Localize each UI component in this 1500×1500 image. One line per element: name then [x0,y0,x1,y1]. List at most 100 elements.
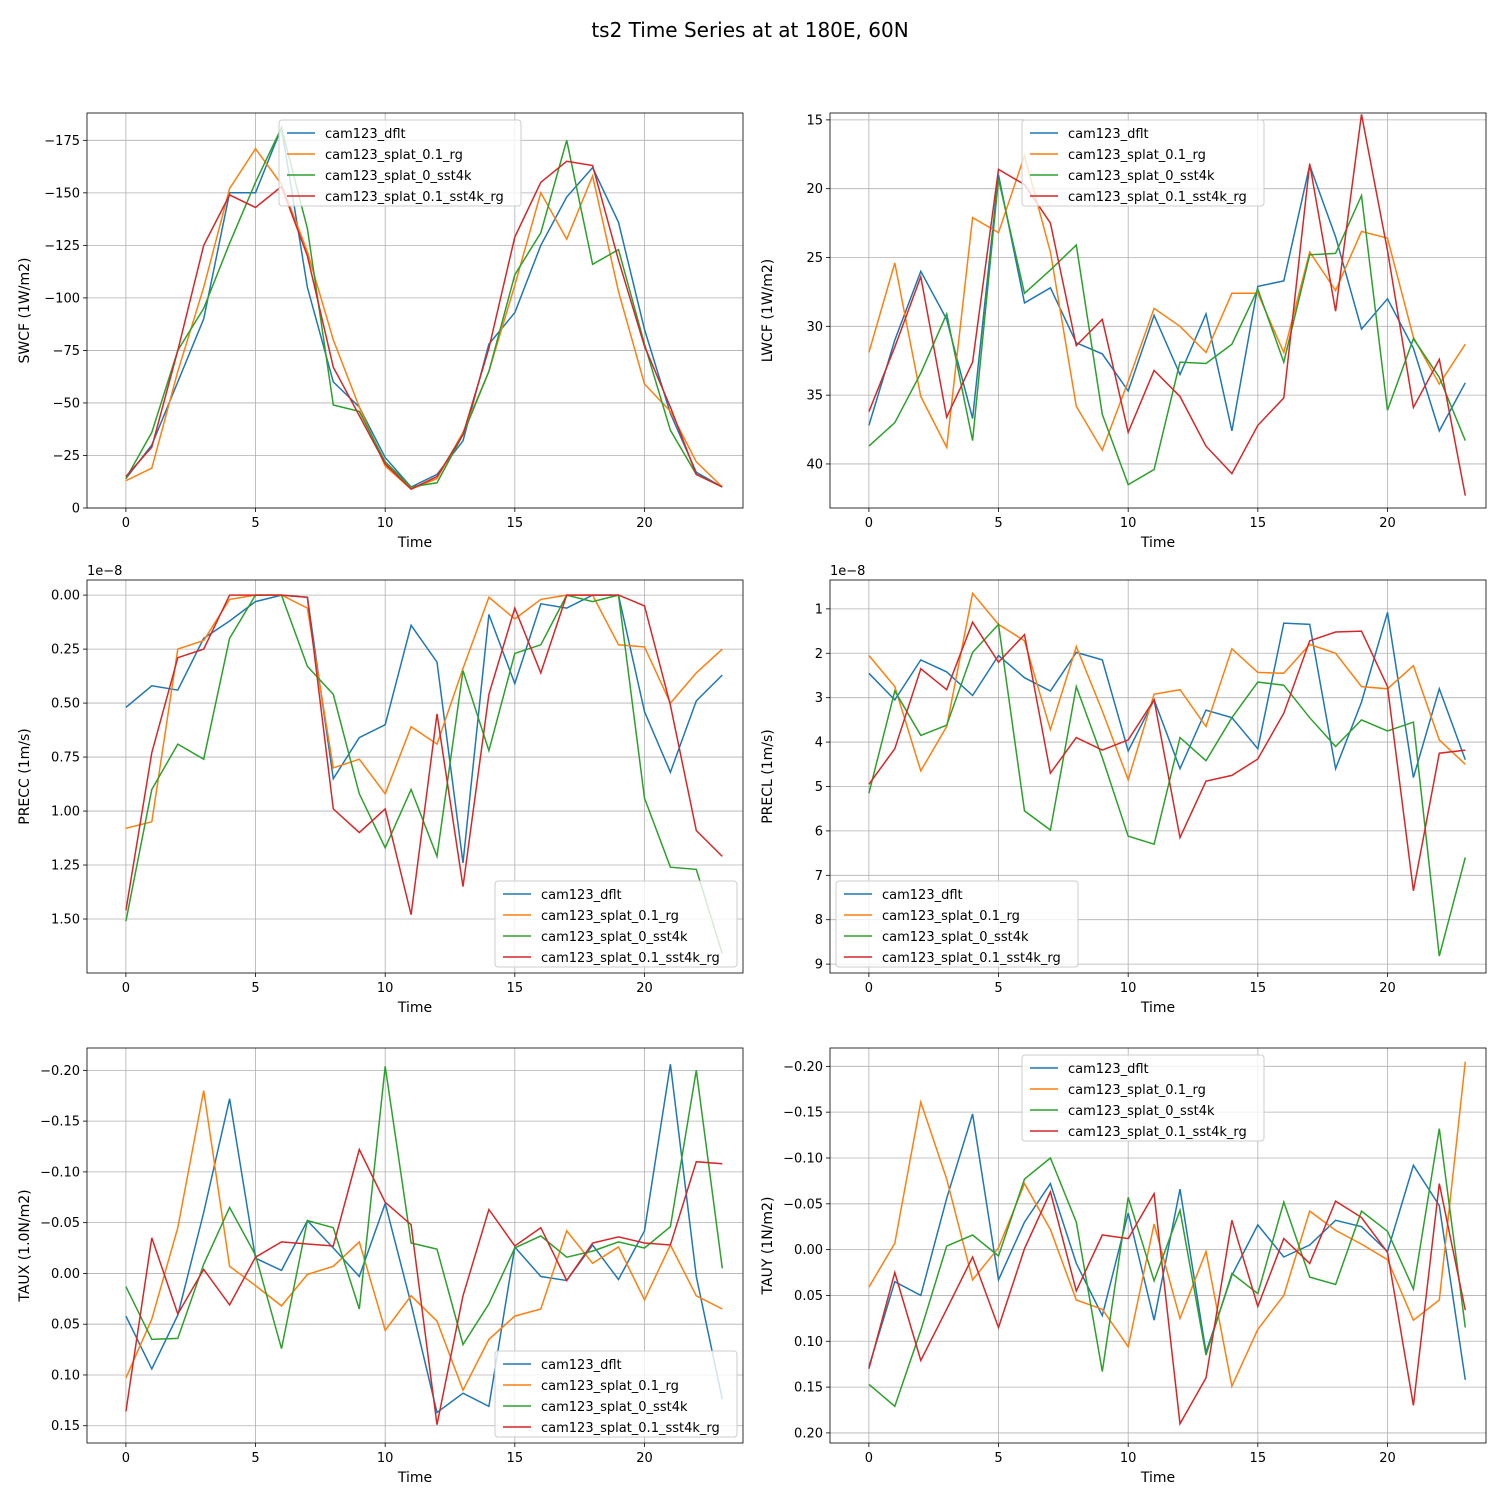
series-line-cam123_dflt [868,612,1467,778]
x-tick-label: 15 [1250,1451,1267,1466]
legend-label: cam123_dflt [541,888,622,903]
legend-label: cam123_splat_0.1_rg [325,148,463,163]
axes-frame [829,579,1487,974]
y-axis-label: PRECL (1m/s) [760,729,776,824]
x-tick-label: 20 [636,1451,653,1466]
y-tick-label: 0.20 [794,1426,823,1441]
x-tick-label: 5 [251,981,259,996]
series-line-cam123_splat_0.1_rg [125,1090,723,1393]
y-tick-label: 0 [72,502,80,517]
series-line-cam123_splat_0.1_sst4k_rg [868,114,1467,496]
x-axis-label: Time [1140,1470,1175,1486]
y-axis-label: LWCF (1W/m2) [760,259,776,363]
x-tick-label: 5 [994,1451,1002,1466]
x-tick-label: 0 [122,516,130,531]
subplot-5: 0 5 10 15 20 0.15 0.10 0.05 0.00 −0.05 −0.10 −0.15 −… [17,1047,744,1486]
legend: cam123_dflt cam123_splat_0.1_rg cam123_spl… [278,119,522,207]
legend-label: cam123_splat_0_sst4k [882,930,1029,945]
axes-frame [829,1047,1487,1444]
legend-label: cam123_splat_0.1_sst4k_rg [541,1421,720,1436]
subplot-3: 0 5 10 15 20 0.00 0.25 0.50 0.75 1.00 1.25 1.50 Time… [17,564,744,1016]
y-axis-label: SWCF (1W/m2) [17,258,33,364]
axis-offset-label: 1e−8 [830,564,865,579]
y-tick-label: −0.15 [40,1115,80,1130]
y-tick-label: 0.05 [51,1318,80,1333]
y-tick-label: 2 [815,647,823,662]
y-tick-label: 0.25 [51,643,80,658]
subplot-6: 0 5 10 15 20 0.20 0.15 0.10 0.05 0.00 −0.05 −0.10 −0… [760,1047,1487,1486]
x-tick-label: 10 [1120,516,1137,531]
y-tick-label: −0.05 [40,1216,80,1231]
series-line-cam123_dflt [125,594,723,863]
y-axis-label: TAUX (1.0N/m2) [17,1189,33,1302]
x-tick-label: 20 [1379,516,1396,531]
subplot-4: 0 5 10 15 20 1 2 3 4 5 6 7 8 9 Time PRECL (1m/s) 1e−8 cam… [760,564,1487,1016]
legend: cam123_dflt cam123_splat_0.1_rg cam123_spl… [1021,119,1265,207]
series-line-cam123_splat_0_sst4k [868,178,1466,486]
y-tick-label: 25 [806,251,823,266]
legend: cam123_dflt cam123_splat_0.1_rg cam123_spl… [835,880,1079,968]
series-line-cam123_splat_0.1_sst4k_rg [125,160,723,491]
axes-frame [86,112,744,509]
x-tick-label: 5 [251,1451,259,1466]
x-axis-label: Time [397,1000,432,1016]
x-tick-label: 20 [1379,1451,1396,1466]
y-tick-label: −0.20 [783,1060,823,1075]
axes-frame [86,579,744,974]
series-line-cam123_splat_0_sst4k [125,125,723,488]
x-tick-label: 5 [251,516,259,531]
axes-frame [86,1047,744,1444]
x-tick-label: 5 [994,981,1002,996]
y-tick-label: 6 [815,824,823,839]
legend-frame [494,880,738,968]
y-tick-label: −25 [53,449,80,464]
subplot-1: 0 5 10 15 20 0 −25 −50 −75 −100 −125 −150 −175 Time SW… [17,112,744,551]
y-tick-label: 20 [806,182,823,197]
y-tick-label: 5 [815,780,823,795]
x-tick-label: 15 [1250,516,1267,531]
legend-frame [494,1350,738,1438]
y-tick-label: −75 [53,344,80,359]
legend-label: cam123_dflt [882,888,963,903]
x-tick-label: 10 [377,981,394,996]
x-tick-label: 15 [507,981,524,996]
series-line-cam123_splat_0_sst4k [868,622,1467,957]
y-axis-label: TAUY (1N/m2) [760,1197,776,1296]
legend-frame [1021,119,1265,207]
axis-offset-label: 1e−8 [87,564,122,579]
y-tick-label: −0.10 [40,1165,80,1180]
legend: cam123_dflt cam123_splat_0.1_rg cam123_spl… [494,1350,738,1438]
subplots: 0 5 10 15 200−25−50−75−100−125−150−175TimeSW… [17,112,1487,1486]
x-tick-label: 0 [122,981,130,996]
y-tick-label: −0.10 [783,1151,823,1166]
x-tick-label: 5 [994,516,1002,531]
x-tick-label: 0 [865,516,873,531]
x-tick-label: 20 [636,981,653,996]
legend: cam123_dflt cam123_splat_0.1_rg cam123_spl… [1021,1054,1265,1142]
y-tick-label: 0.15 [794,1381,823,1396]
series-line-cam123_dflt [868,162,1466,433]
legend-label: cam123_dflt [1068,127,1149,142]
x-tick-label: 10 [1120,981,1137,996]
legend-label: cam123_splat_0_sst4k [1068,1104,1215,1119]
y-tick-label: 0.15 [51,1419,80,1434]
y-tick-label: 15 [806,113,823,128]
legend-frame [278,119,522,207]
legend-label: cam123_dflt [1068,1062,1149,1077]
x-axis-label: Time [397,1470,432,1486]
y-tick-label: 4 [815,736,823,751]
series-line-cam123_splat_0.1_rg [125,594,723,830]
series-line-cam123_splat_0_sst4k [125,594,724,954]
series-line-cam123_splat_0_sst4k [125,1066,724,1349]
y-tick-label: 0.00 [794,1243,823,1258]
series-line-cam123_splat_0.1_sst4k_rg [868,1183,1467,1427]
legend-label: cam123_splat_0.1_sst4k_rg [1068,1125,1247,1140]
x-tick-label: 10 [377,516,394,531]
y-tick-label: 0.50 [51,697,80,712]
series-line-cam123_splat_0_sst4k [868,1128,1467,1408]
legend-label: cam123_dflt [541,1358,622,1373]
y-tick-label: 0.10 [51,1368,80,1383]
y-tick-label: −50 [53,396,80,411]
y-tick-label: 7 [815,869,823,884]
legend-label: cam123_splat_0.1_sst4k_rg [325,190,504,205]
